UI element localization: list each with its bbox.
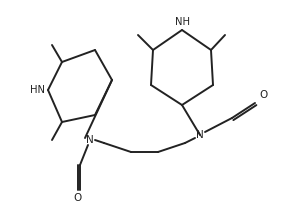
Text: NH: NH xyxy=(175,17,189,27)
Text: O: O xyxy=(259,90,267,100)
Text: HN: HN xyxy=(30,85,45,95)
Text: N: N xyxy=(196,130,204,140)
Text: O: O xyxy=(74,193,82,203)
Text: N: N xyxy=(86,135,94,145)
